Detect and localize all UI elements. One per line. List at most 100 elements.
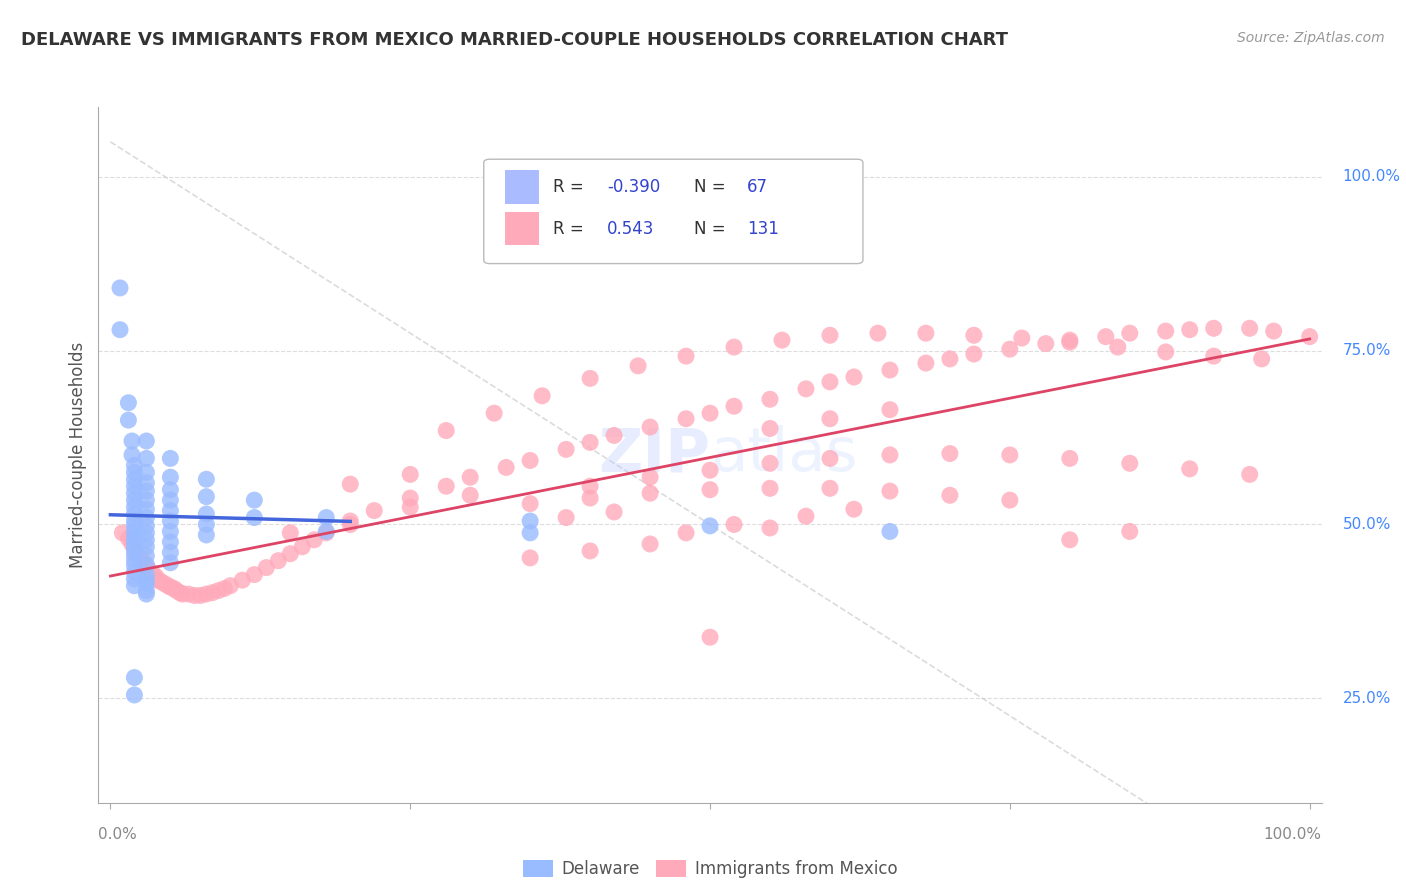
Point bbox=[699, 406, 721, 420]
Text: 75.0%: 75.0% bbox=[1343, 343, 1391, 358]
Point bbox=[638, 470, 661, 484]
Point bbox=[998, 342, 1021, 356]
Point bbox=[579, 371, 602, 385]
Point bbox=[135, 493, 157, 508]
Point bbox=[121, 448, 143, 462]
Point bbox=[159, 556, 181, 570]
Point bbox=[939, 446, 962, 460]
Point bbox=[159, 483, 181, 497]
Point bbox=[1263, 324, 1285, 338]
Point bbox=[399, 500, 422, 514]
Point bbox=[399, 491, 422, 505]
Point bbox=[1107, 340, 1129, 354]
Point bbox=[1119, 326, 1142, 340]
Text: 0.0%: 0.0% bbox=[98, 827, 138, 841]
Point bbox=[183, 589, 205, 603]
Text: 100.0%: 100.0% bbox=[1264, 827, 1322, 841]
Point bbox=[723, 340, 745, 354]
Point bbox=[939, 488, 962, 502]
Point bbox=[172, 587, 194, 601]
Point bbox=[915, 326, 938, 340]
Point bbox=[627, 359, 650, 373]
Y-axis label: Married-couple Households: Married-couple Households bbox=[69, 342, 87, 568]
Point bbox=[124, 579, 146, 593]
Point bbox=[108, 323, 131, 337]
Point bbox=[124, 486, 146, 500]
Point bbox=[135, 484, 157, 499]
Point bbox=[135, 475, 157, 490]
Text: 50.0%: 50.0% bbox=[1343, 517, 1391, 532]
Point bbox=[135, 573, 157, 587]
Point bbox=[315, 524, 337, 539]
Point bbox=[111, 525, 134, 540]
Point bbox=[519, 514, 541, 528]
Point bbox=[124, 500, 146, 514]
Point bbox=[124, 671, 146, 685]
Point bbox=[195, 507, 218, 521]
Point bbox=[135, 549, 157, 563]
Point bbox=[699, 519, 721, 533]
Point bbox=[148, 573, 170, 587]
Legend: Delaware, Immigrants from Mexico: Delaware, Immigrants from Mexico bbox=[516, 854, 904, 885]
Point bbox=[638, 537, 661, 551]
Point bbox=[159, 493, 181, 508]
Point bbox=[519, 497, 541, 511]
Point bbox=[579, 491, 602, 505]
Point bbox=[159, 545, 181, 559]
Point bbox=[117, 532, 139, 546]
Point bbox=[866, 326, 889, 340]
Text: 100.0%: 100.0% bbox=[1343, 169, 1400, 184]
Point bbox=[519, 453, 541, 467]
Point bbox=[141, 566, 163, 581]
Point bbox=[165, 583, 187, 598]
Point bbox=[770, 333, 793, 347]
Point bbox=[339, 514, 361, 528]
Point bbox=[818, 451, 841, 466]
Point bbox=[1119, 456, 1142, 470]
Point bbox=[124, 519, 146, 533]
FancyBboxPatch shape bbox=[505, 170, 538, 203]
Point bbox=[1119, 524, 1142, 539]
Point bbox=[879, 448, 901, 462]
Point bbox=[267, 554, 290, 568]
Point bbox=[188, 589, 211, 603]
Point bbox=[759, 421, 782, 435]
Point bbox=[603, 428, 626, 442]
Point bbox=[207, 583, 229, 598]
Point bbox=[1094, 329, 1116, 343]
Point bbox=[169, 585, 191, 599]
Point bbox=[124, 524, 146, 539]
Point bbox=[135, 525, 157, 540]
Point bbox=[135, 533, 157, 547]
Point bbox=[315, 525, 337, 540]
Point bbox=[963, 347, 986, 361]
Point bbox=[699, 630, 721, 644]
Point bbox=[579, 479, 602, 493]
Point bbox=[124, 572, 146, 586]
Point bbox=[879, 402, 901, 417]
Point bbox=[519, 525, 541, 540]
Point bbox=[675, 525, 697, 540]
Point bbox=[124, 558, 146, 572]
Point bbox=[195, 587, 218, 601]
Point bbox=[519, 550, 541, 565]
Point bbox=[759, 521, 782, 535]
Point bbox=[555, 510, 578, 524]
Point bbox=[159, 451, 181, 466]
Point bbox=[124, 565, 146, 579]
Point bbox=[159, 580, 181, 594]
Point bbox=[458, 488, 481, 502]
Point bbox=[159, 470, 181, 484]
Point bbox=[1154, 324, 1177, 338]
Point bbox=[818, 328, 841, 343]
Point bbox=[195, 490, 218, 504]
Point bbox=[291, 540, 314, 554]
Point bbox=[163, 582, 186, 596]
Point bbox=[135, 567, 157, 582]
Point bbox=[1298, 329, 1320, 343]
Point bbox=[243, 510, 266, 524]
Point bbox=[818, 411, 841, 425]
Point bbox=[1059, 335, 1081, 350]
Point bbox=[219, 579, 242, 593]
Point bbox=[124, 535, 146, 549]
